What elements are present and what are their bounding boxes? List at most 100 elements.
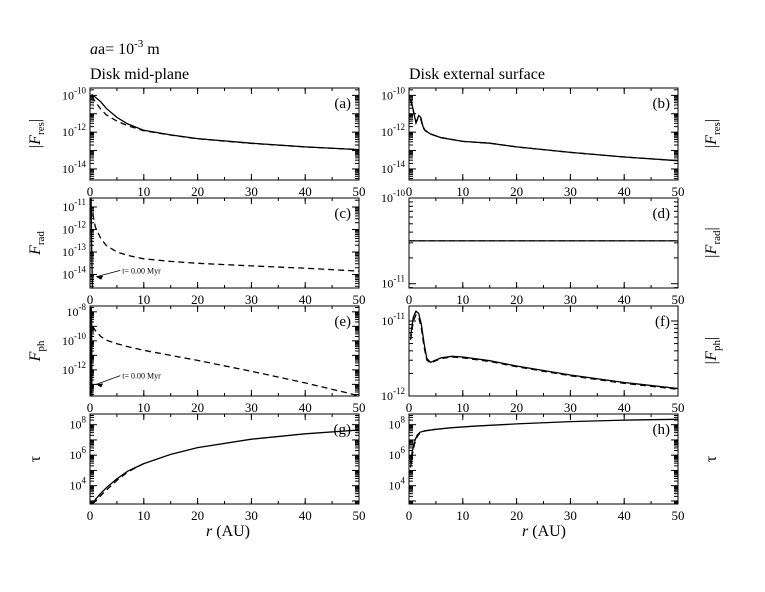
- x-tick-label: 30: [245, 184, 258, 199]
- x-tick-label: 50: [353, 508, 366, 523]
- size-unit: m: [143, 41, 160, 58]
- y-axis-label: |Frad|: [703, 227, 723, 258]
- x-tick-label: 0: [406, 508, 413, 523]
- panel-tag: (f): [655, 314, 670, 330]
- panel-frame: [89, 305, 360, 397]
- y-tick-label: 10-12: [381, 122, 405, 139]
- annotation-arrow: [96, 269, 121, 278]
- x-tick-label: 20: [191, 508, 204, 523]
- x-tick-label: 0: [406, 184, 413, 199]
- y-tick-label: 10-12: [62, 122, 86, 139]
- panel-d: 0 10 20 30 40 50 10-10 10-11 |Frad| (d): [381, 188, 723, 307]
- x-tick-label: 10: [137, 292, 150, 307]
- x-tick-label: 30: [245, 508, 258, 523]
- panel-b: 0 10 20 30 40 50 10-10 10-12 10-14 |Fres| (b): [381, 85, 723, 199]
- y-tick-label: 10-13: [62, 242, 86, 259]
- y-tick-label: 10-14: [381, 159, 405, 176]
- series-dashed-line: [92, 325, 360, 397]
- series-solid-line: [409, 418, 679, 463]
- series-solid-line: [91, 93, 360, 151]
- x-tick-label: 30: [564, 508, 577, 523]
- panel-tag: (c): [334, 206, 351, 222]
- y-tick-label: 10-12: [62, 360, 86, 377]
- annotation-arrowhead: [96, 383, 104, 388]
- x-tick-label: 10: [456, 292, 469, 307]
- right-column-title: Disk external surface: [409, 66, 545, 83]
- left-column-title: Disk mid-plane: [90, 66, 189, 83]
- y-tick-label: 106: [70, 445, 87, 462]
- x-tick-label: 10: [456, 400, 469, 415]
- x-tick-label: 10: [137, 508, 150, 523]
- annotation-label: t= 0.00 Myr: [122, 372, 161, 381]
- x-tick-label: 50: [353, 184, 366, 199]
- annotation-arrowhead: [96, 275, 104, 280]
- x-tick-label: 0: [87, 508, 94, 523]
- y-tick-label: 10-11: [381, 311, 405, 328]
- x-tick-label: 40: [618, 400, 631, 415]
- x-tick-label: 40: [618, 292, 631, 307]
- y-tick-label: 10-10: [62, 331, 86, 348]
- y-tick-label: 10-10: [62, 85, 86, 102]
- y-axis-label: |Fres|: [703, 119, 723, 149]
- x-tick-label: 50: [672, 508, 685, 523]
- panel-tag: (d): [653, 206, 671, 222]
- y-axis-label: Frad: [27, 231, 47, 256]
- series-dashed-line: [409, 313, 679, 390]
- x-tick-label: 40: [299, 292, 312, 307]
- panel-tag: (b): [653, 96, 671, 112]
- size-text: a= 10: [98, 41, 134, 58]
- series-solid-line: [90, 307, 93, 397]
- panel-e: 0 10 20 30 40 50 10-8 10-10 10-12 Fph (e) t= 0.00 M…: [27, 302, 366, 415]
- size-exponent: -3: [134, 38, 144, 50]
- panel-tag: (a): [334, 96, 351, 112]
- x-tick-label: 20: [510, 400, 523, 415]
- series-solid-line: [92, 429, 360, 505]
- y-tick-label: 10-8: [67, 302, 87, 319]
- series-dashed-line: [409, 99, 679, 162]
- y-tick-label: 10-10: [381, 85, 405, 102]
- panel-frame: [408, 305, 679, 397]
- panel-tag: (g): [334, 422, 352, 438]
- x-tick-label: 10: [456, 508, 469, 523]
- figure-header: aa= 10-3 m Disk mid-plane Disk external …: [90, 38, 545, 83]
- x-tick-label: 20: [510, 184, 523, 199]
- x-tick-label: 40: [618, 184, 631, 199]
- y-tick-label: 10-11: [381, 274, 405, 291]
- y-tick-label: 10-14: [62, 265, 86, 282]
- particle-size-label: aa= 10-3 m: [90, 38, 160, 58]
- series-solid-line: [409, 98, 679, 162]
- x-tick-label: 30: [564, 184, 577, 199]
- panel-f: 0 10 20 30 40 50 10-11 10-12 |Fph| (f): [381, 305, 723, 415]
- panel-frame: [408, 197, 679, 289]
- x-axis-labels: r (AU) r (AU): [206, 523, 566, 540]
- x-tick-label: 20: [191, 184, 204, 199]
- y-tick-label: 104: [389, 476, 406, 493]
- y-axis-label: Fph: [27, 340, 47, 362]
- x-tick-label: 20: [191, 292, 204, 307]
- x-tick-label: 30: [245, 400, 258, 415]
- x-tick-label: 0: [406, 400, 413, 415]
- y-tick-label: 10-12: [62, 220, 86, 237]
- annotation-label: t= 0.00 Myr: [122, 266, 161, 275]
- panel-frame: [89, 87, 360, 181]
- x-tick-label: 40: [299, 400, 312, 415]
- x-tick-label: 0: [87, 184, 94, 199]
- x-tick-label: 50: [672, 184, 685, 199]
- x-tick-label: 0: [406, 292, 413, 307]
- y-axis-label: τ: [703, 455, 720, 462]
- panel-g: 0 10 20 30 40 50 108 106 104 τ (g): [27, 413, 366, 523]
- panel-h: 0 10 20 30 40 50 108 106 104 τ (h): [389, 413, 720, 523]
- panel-frame: [408, 87, 679, 181]
- x-tick-label: 0: [87, 400, 94, 415]
- x-tick-label: 50: [672, 400, 685, 415]
- x-tick-label: 50: [353, 292, 366, 307]
- x-tick-label: 40: [299, 184, 312, 199]
- panel-a: 0 10 20 30 40 50 10-10 10-12 10-14 |Fres| (a): [27, 85, 366, 199]
- x-tick-label: 50: [672, 292, 685, 307]
- x-tick-label: 30: [245, 292, 258, 307]
- x-axis-label-right: r (AU): [522, 523, 566, 540]
- y-axis-label: |Fph|: [703, 337, 723, 365]
- series-solid-line: [409, 310, 679, 390]
- y-tick-label: 108: [389, 415, 406, 432]
